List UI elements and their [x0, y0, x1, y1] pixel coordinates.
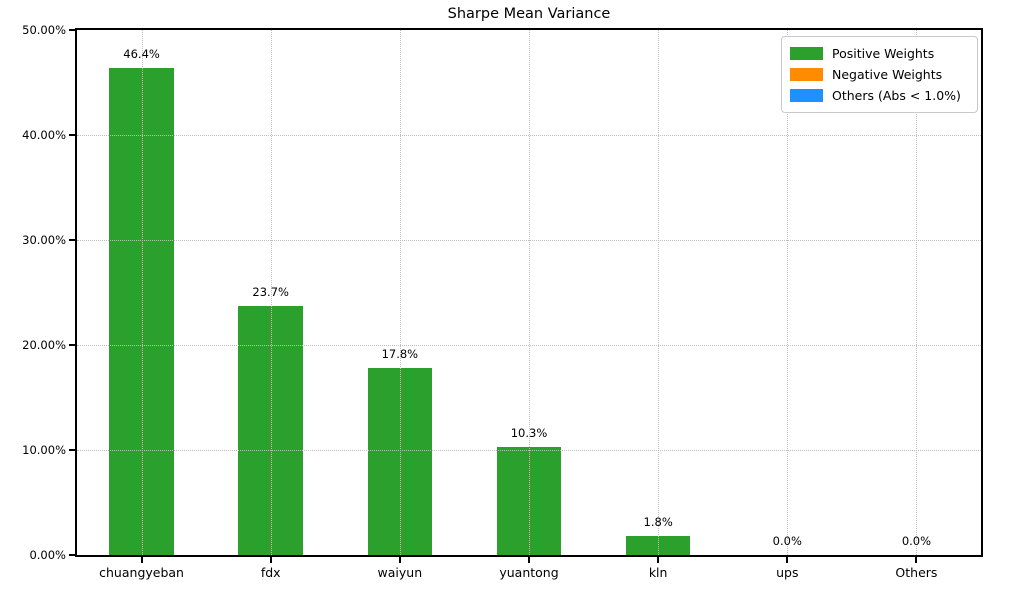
legend-label-positive-weights: Positive Weights — [832, 46, 935, 61]
x-axis-tick — [915, 557, 918, 563]
y-tick-label: 20.00% — [22, 338, 66, 352]
bar-value-label-yuantong: 10.3% — [510, 425, 548, 440]
x-axis-tick — [786, 557, 789, 563]
legend-label-negative-weights: Negative Weights — [832, 67, 943, 82]
y-axis-tick — [69, 344, 75, 346]
bar-value-label-kln: 1.8% — [643, 515, 673, 530]
x-tick-label-fdx: fdx — [260, 565, 281, 580]
x-axis-tick — [140, 557, 143, 563]
legend-item-negative-weights: Negative Weights — [790, 64, 969, 85]
legend: Positive Weights Negative Weights Others… — [781, 36, 978, 113]
x-tick-label-waiyun: waiyun — [377, 565, 423, 580]
bar-value-label-Others: 0.0% — [901, 534, 932, 548]
v-gridline — [529, 30, 530, 555]
y-axis-tick — [69, 554, 75, 556]
plot-area: 46.4% 23.7% 17.8% 10.3% 1.8% 0.0% 0.0% — [75, 28, 983, 557]
x-tick-label-kln: kln — [648, 565, 668, 580]
y-tick-label: 30.00% — [22, 233, 66, 247]
y-tick-label: 10.00% — [22, 443, 66, 457]
x-axis-tick — [269, 557, 272, 563]
negative-weights-swatch — [790, 68, 823, 81]
x-tick-label-chuangyeban: chuangyeban — [99, 565, 184, 580]
bar-kln — [625, 536, 691, 555]
v-gridline — [141, 30, 143, 555]
y-axis-tick — [69, 449, 75, 451]
v-gridline — [787, 30, 789, 555]
v-gridline — [399, 30, 401, 555]
legend-label-others: Others (Abs < 1.0%) — [832, 88, 961, 103]
x-axis-tick — [398, 557, 401, 563]
x-tick-label-yuantong: yuantong — [499, 565, 559, 580]
x-axis-tick — [528, 557, 530, 563]
bar-value-label-fdx: 23.7% — [252, 285, 289, 300]
chart-title: Sharpe Mean Variance — [447, 6, 611, 22]
x-axis-tick — [657, 557, 660, 563]
bar-value-label-waiyun: 17.8% — [381, 347, 419, 362]
y-tick-label: 50.00% — [22, 23, 66, 37]
others-swatch — [790, 89, 823, 102]
legend-item-others: Others (Abs < 1.0%) — [790, 85, 969, 106]
v-gridline — [916, 30, 918, 555]
y-axis-tick — [69, 239, 75, 241]
v-gridline — [270, 30, 272, 555]
x-tick-label-Others: Others — [895, 565, 938, 580]
bar-value-label-ups: 0.0% — [772, 534, 802, 548]
x-tick-label-ups: ups — [776, 565, 799, 580]
v-gridline — [658, 30, 660, 555]
y-tick-label: 0.00% — [29, 548, 66, 562]
y-axis-tick — [69, 29, 75, 31]
y-axis-tick — [69, 134, 75, 136]
y-tick-label: 40.00% — [22, 128, 66, 142]
bar-yuantong — [496, 446, 562, 555]
legend-item-positive-weights: Positive Weights — [790, 43, 969, 64]
positive-weights-swatch — [790, 47, 823, 60]
bar-value-label-chuangyeban: 46.4% — [123, 46, 160, 61]
